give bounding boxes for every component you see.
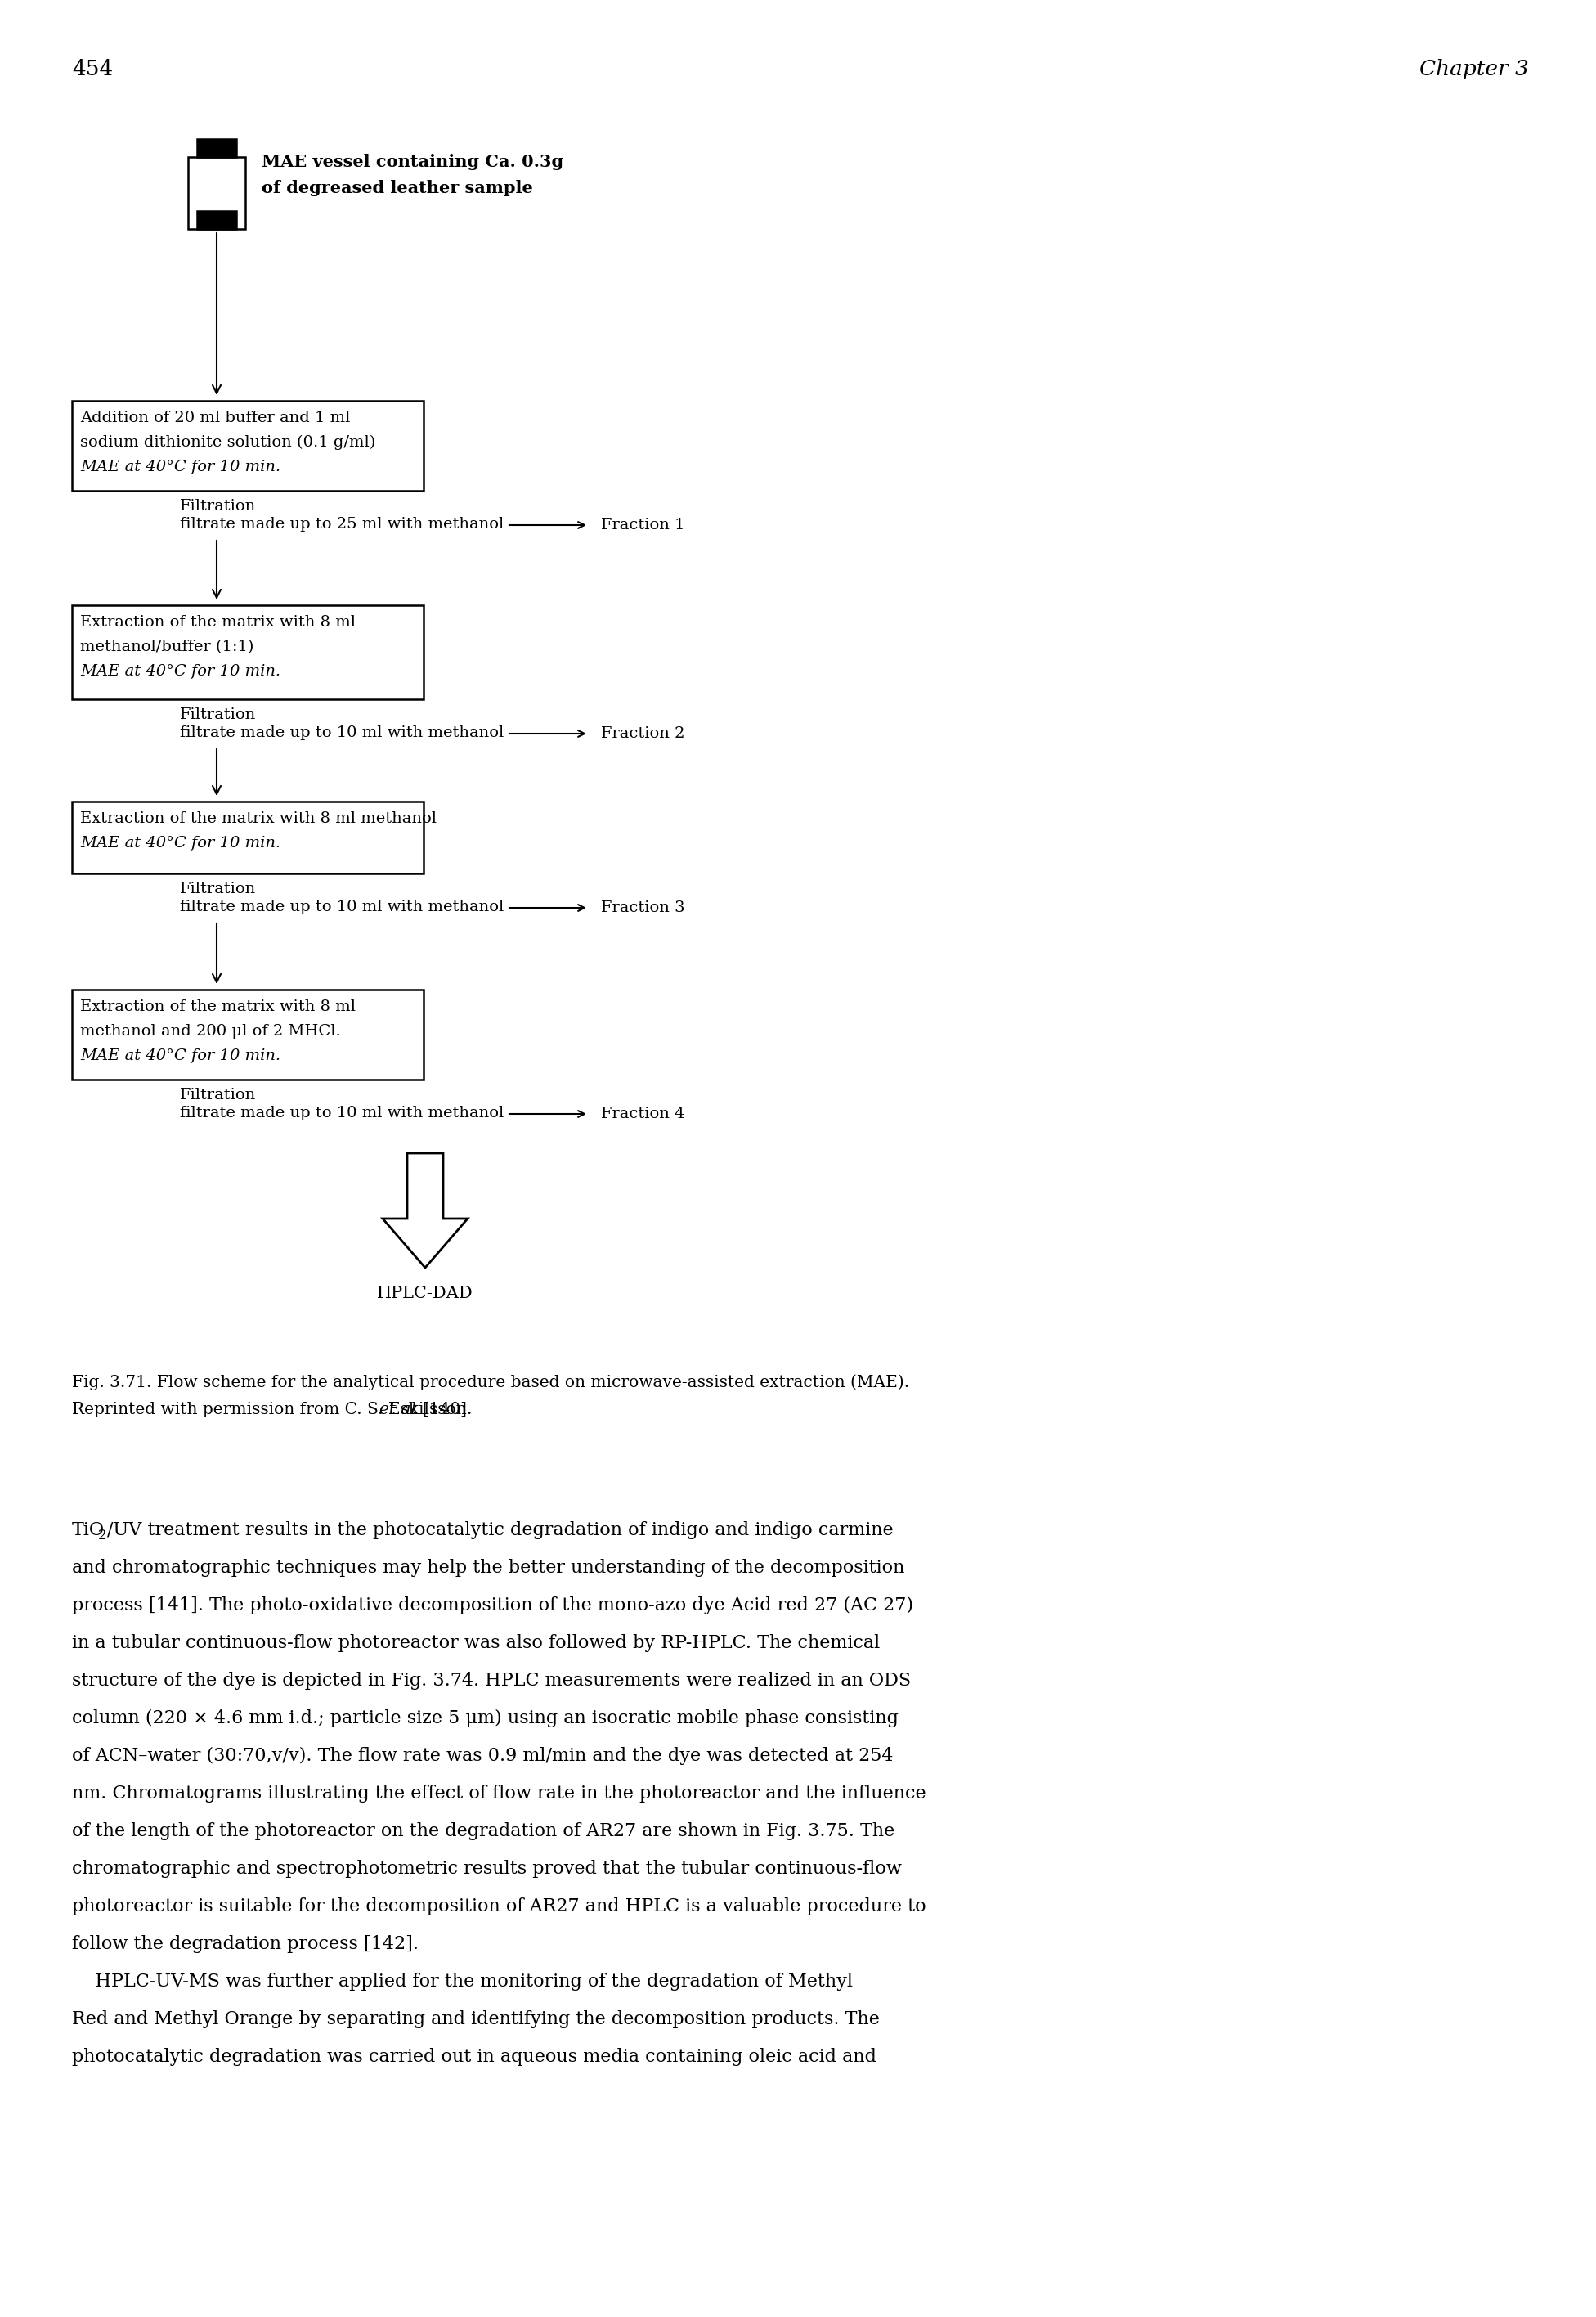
Text: Filtration: Filtration — [180, 498, 255, 514]
Text: et al: et al — [380, 1402, 417, 1418]
Text: Red and Methyl Orange by separating and identifying the decomposition products. : Red and Methyl Orange by separating and … — [72, 2011, 879, 2027]
Text: filtrate made up to 25 ml with methanol: filtrate made up to 25 ml with methanol — [180, 517, 504, 531]
Text: Chapter 3: Chapter 3 — [1419, 58, 1529, 79]
Text: photoreactor is suitable for the decomposition of AR27 and HPLC is a valuable pr: photoreactor is suitable for the decompo… — [72, 1898, 926, 1916]
Text: column (220 × 4.6 mm i.d.; particle size 5 μm) using an isocratic mobile phase c: column (220 × 4.6 mm i.d.; particle size… — [72, 1710, 899, 1728]
Text: . [140].: . [140]. — [412, 1402, 472, 1418]
Bar — [196, 139, 236, 158]
Text: MAE at 40°C for 10 min.: MAE at 40°C for 10 min. — [80, 836, 281, 850]
Text: sodium dithionite solution (0.1 g/ml): sodium dithionite solution (0.1 g/ml) — [80, 436, 375, 449]
Text: chromatographic and spectrophotometric results proved that the tubular continuou: chromatographic and spectrophotometric r… — [72, 1861, 902, 1877]
Text: HPLC-DAD: HPLC-DAD — [377, 1286, 474, 1302]
Text: photocatalytic degradation was carried out in aqueous media containing oleic aci: photocatalytic degradation was carried o… — [72, 2048, 876, 2067]
Text: process [141]. The photo-oxidative decomposition of the mono-azo dye Acid red 27: process [141]. The photo-oxidative decom… — [72, 1596, 913, 1615]
Bar — [72, 802, 423, 874]
Text: Filtration: Filtration — [180, 707, 255, 723]
Text: methanol/buffer (1:1): methanol/buffer (1:1) — [80, 639, 254, 653]
Text: filtrate made up to 10 ml with methanol: filtrate made up to 10 ml with methanol — [180, 1105, 504, 1121]
Text: Fig. 3.71. Flow scheme for the analytical procedure based on microwave-assisted : Fig. 3.71. Flow scheme for the analytica… — [72, 1374, 910, 1390]
Bar — [72, 401, 423, 491]
Text: nm. Chromatograms illustrating the effect of flow rate in the photoreactor and t: nm. Chromatograms illustrating the effec… — [72, 1784, 926, 1803]
Text: TiO: TiO — [72, 1522, 105, 1538]
Text: Filtration: Filtration — [180, 883, 255, 897]
Text: structure of the dye is depicted in Fig. 3.74. HPLC measurements were realized i: structure of the dye is depicted in Fig.… — [72, 1671, 911, 1689]
Text: Extraction of the matrix with 8 ml: Extraction of the matrix with 8 ml — [80, 999, 356, 1015]
Text: Extraction of the matrix with 8 ml: Extraction of the matrix with 8 ml — [80, 614, 356, 630]
Text: of degreased leather sample: of degreased leather sample — [262, 181, 533, 197]
Text: methanol and 200 μl of 2 MHCl.: methanol and 200 μl of 2 MHCl. — [80, 1024, 340, 1038]
Text: /UV treatment results in the photocatalytic degradation of indigo and indigo car: /UV treatment results in the photocataly… — [107, 1522, 894, 1538]
Bar — [72, 605, 423, 700]
Text: of ACN–water (30:70,v/v). The flow rate was 0.9 ml/min and the dye was detected : of ACN–water (30:70,v/v). The flow rate … — [72, 1747, 894, 1766]
Text: MAE at 40°C for 10 min.: MAE at 40°C for 10 min. — [80, 1050, 281, 1064]
Text: Addition of 20 ml buffer and 1 ml: Addition of 20 ml buffer and 1 ml — [80, 410, 350, 426]
Text: Fraction 2: Fraction 2 — [602, 725, 685, 741]
Text: and chromatographic techniques may help the better understanding of the decompos: and chromatographic techniques may help … — [72, 1559, 905, 1578]
Text: Filtration: Filtration — [180, 1087, 255, 1103]
Text: Fraction 1: Fraction 1 — [602, 517, 685, 533]
Text: MAE at 40°C for 10 min.: MAE at 40°C for 10 min. — [80, 665, 281, 679]
Text: Fraction 3: Fraction 3 — [602, 901, 685, 915]
Text: filtrate made up to 10 ml with methanol: filtrate made up to 10 ml with methanol — [180, 725, 504, 739]
Bar — [72, 989, 423, 1080]
Text: of the length of the photoreactor on the degradation of AR27 are shown in Fig. 3: of the length of the photoreactor on the… — [72, 1821, 895, 1840]
Text: Extraction of the matrix with 8 ml methanol: Extraction of the matrix with 8 ml metha… — [80, 811, 437, 827]
Bar — [196, 211, 236, 229]
Text: filtrate made up to 10 ml with methanol: filtrate made up to 10 ml with methanol — [180, 899, 504, 915]
Text: in a tubular continuous-flow photoreactor was also followed by RP-HPLC. The chem: in a tubular continuous-flow photoreacto… — [72, 1633, 879, 1652]
Text: MAE vessel containing Ca. 0.3g: MAE vessel containing Ca. 0.3g — [262, 153, 563, 169]
Text: MAE at 40°C for 10 min.: MAE at 40°C for 10 min. — [80, 459, 281, 475]
Text: follow the degradation process [142].: follow the degradation process [142]. — [72, 1935, 418, 1953]
Bar — [188, 158, 246, 229]
Text: Fraction 4: Fraction 4 — [602, 1108, 685, 1121]
Text: 2: 2 — [97, 1529, 107, 1543]
Polygon shape — [383, 1154, 468, 1267]
Text: HPLC-UV-MS was further applied for the monitoring of the degradation of Methyl: HPLC-UV-MS was further applied for the m… — [72, 1972, 852, 1990]
Text: Reprinted with permission from C. S. Eskilsson: Reprinted with permission from C. S. Esk… — [72, 1402, 472, 1418]
Text: 454: 454 — [72, 58, 113, 79]
